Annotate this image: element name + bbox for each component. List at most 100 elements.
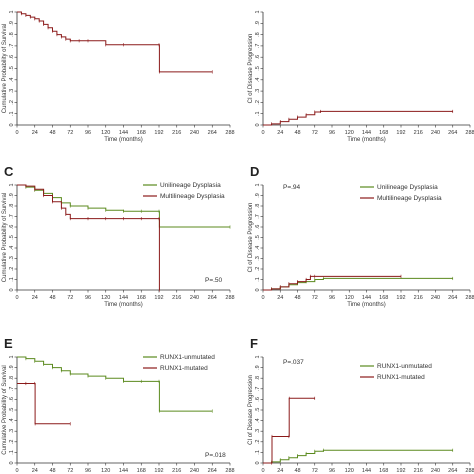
y-tick-label: .9 — [255, 193, 261, 198]
y-tick-label: .1 — [9, 277, 15, 282]
panel-b: 0 24 48 72 96 120 144 168 192 216 240 264 288 0 .1 .2 .3… — [248, 10, 474, 143]
y-tick-label: 0 — [255, 461, 261, 464]
y-tick-label: .5 — [9, 408, 15, 413]
y-tick-label: .7 — [9, 214, 15, 219]
x-tick-label: 120 — [101, 295, 110, 301]
y-tick-label: .6 — [255, 397, 261, 402]
panel-c: C 0 24 48 72 96 120 144 168 192 216 240 264 288 0 .1 .2.… — [2, 164, 235, 308]
legend-label: Unilineage Dysplasia — [160, 182, 221, 189]
x-tick-label: 72 — [312, 130, 318, 136]
y-tick-label: 1 — [255, 183, 261, 186]
x-tick-label: 144 — [362, 130, 371, 136]
x-tick-label: 24 — [277, 468, 283, 474]
y-tick-label: .3 — [255, 429, 261, 434]
x-tick-label: 168 — [137, 295, 146, 301]
y-tick-label: .9 — [9, 193, 15, 198]
y-tick-label: .6 — [255, 225, 261, 230]
y-tick-label: .6 — [9, 55, 15, 60]
x-tick-label: 192 — [396, 295, 405, 301]
x-tick-label: 264 — [448, 295, 457, 301]
legend-label: RUNX1-unmutated — [160, 354, 215, 361]
x-tick-label: 192 — [396, 468, 405, 474]
panel-d: D 0 24 48 72 96 120 144 168 192 216 240 264 288 0 .1 .2.… — [248, 164, 474, 308]
y-tick-label: .1 — [9, 111, 15, 116]
y-tick-label: .4 — [9, 418, 15, 423]
y-axis-label: Cumulative Probability of Survival — [2, 24, 8, 113]
x-axis-label: Time (months) — [347, 302, 385, 308]
x-tick-label: 216 — [172, 295, 181, 301]
y-tick-label: .4 — [9, 246, 15, 251]
x-tick-label: 0 — [15, 130, 18, 136]
y-tick-label: .8 — [9, 32, 15, 37]
legend-label: RUNX1-unmutated — [377, 363, 432, 370]
panel-e: E 0 24 48 72 96 120 144 168 192 216 240 264 288 0 .1 .2.… — [2, 336, 235, 474]
x-tick-label: 216 — [172, 130, 181, 136]
x-tick-label: 264 — [208, 468, 217, 474]
x-tick-label: 264 — [208, 130, 217, 136]
x-tick-label: 240 — [431, 295, 440, 301]
x-tick-label: 72 — [67, 295, 73, 301]
x-tick-label: 240 — [190, 295, 199, 301]
y-axis-label: Cumulative Probability of Survival — [2, 365, 8, 454]
x-tick-label: 168 — [379, 295, 388, 301]
y-tick-label: .8 — [255, 376, 261, 381]
y-axis-label: CI of Disease Progression — [248, 375, 254, 445]
x-tick-label: 24 — [277, 295, 283, 301]
x-tick-label: 192 — [154, 130, 163, 136]
y-tick-label: .1 — [255, 450, 261, 455]
y-tick-label: .7 — [9, 387, 15, 392]
y-tick-label: .6 — [255, 55, 261, 60]
x-tick-label: 72 — [67, 130, 73, 136]
x-tick-label: 120 — [101, 468, 110, 474]
x-axis-label: Time (months) — [347, 137, 385, 143]
y-tick-label: 0 — [255, 288, 261, 291]
x-tick-label: 240 — [190, 468, 199, 474]
x-tick-label: 288 — [465, 130, 474, 136]
panel-label: D — [250, 164, 259, 179]
y-tick-label: .5 — [255, 235, 261, 240]
series-line-1 — [17, 11, 213, 73]
series-line-2 — [17, 184, 160, 290]
y-tick-label: .9 — [9, 21, 15, 26]
y-tick-label: .4 — [9, 78, 15, 83]
x-tick-label: 192 — [154, 468, 163, 474]
x-tick-label: 24 — [277, 130, 283, 136]
legend-label: Multilineage Dysplasia — [160, 193, 225, 200]
y-tick-label: .1 — [255, 111, 261, 116]
y-tick-label: .7 — [255, 387, 261, 392]
x-tick-label: 96 — [85, 130, 91, 136]
x-tick-label: 120 — [101, 130, 110, 136]
x-tick-label: 48 — [49, 130, 55, 136]
p-value: P=.018 — [205, 452, 226, 459]
x-tick-label: 216 — [414, 295, 423, 301]
y-tick-label: .1 — [255, 277, 261, 282]
y-tick-label: .2 — [9, 440, 15, 445]
x-tick-label: 96 — [329, 295, 335, 301]
legend-label: Multilineage Dysplasia — [377, 195, 442, 202]
x-tick-label: 96 — [329, 130, 335, 136]
panel-label: C — [4, 164, 14, 179]
y-tick-label: 1 — [255, 355, 261, 358]
x-tick-label: 144 — [362, 468, 371, 474]
y-axis-label: CI of Disease Progression — [248, 34, 254, 104]
x-tick-label: 168 — [379, 468, 388, 474]
x-tick-label: 216 — [414, 468, 423, 474]
series-line-1 — [263, 110, 453, 126]
y-tick-label: .9 — [255, 21, 261, 26]
y-tick-label: .2 — [255, 440, 261, 445]
y-tick-label: .8 — [255, 204, 261, 209]
x-tick-label: 48 — [294, 295, 300, 301]
y-tick-label: .3 — [255, 89, 261, 94]
y-tick-label: 0 — [255, 123, 261, 126]
x-tick-label: 240 — [431, 468, 440, 474]
y-tick-label: .3 — [9, 256, 15, 261]
y-tick-label: .2 — [255, 100, 261, 105]
x-tick-label: 168 — [137, 468, 146, 474]
y-tick-label: 1 — [9, 183, 15, 186]
x-tick-label: 24 — [32, 295, 38, 301]
y-tick-label: .7 — [255, 214, 261, 219]
x-tick-label: 288 — [225, 130, 234, 136]
x-tick-label: 264 — [448, 468, 457, 474]
y-tick-label: .3 — [9, 429, 15, 434]
